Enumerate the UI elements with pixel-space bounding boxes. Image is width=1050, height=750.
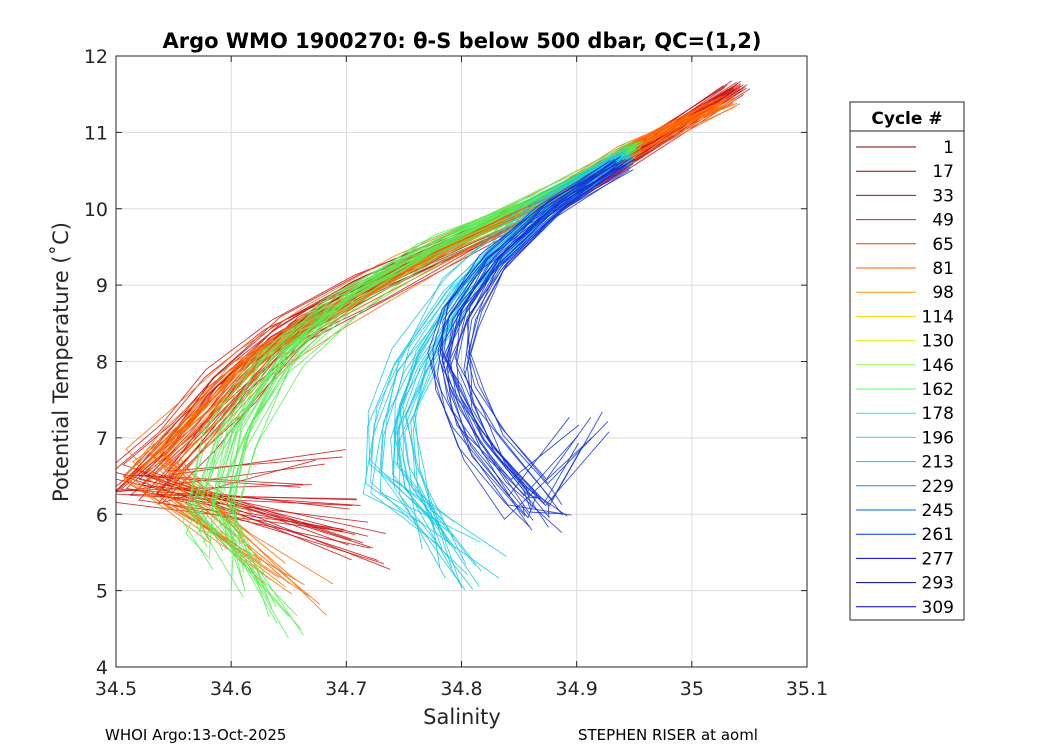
profile-line bbox=[210, 140, 642, 636]
legend: Cycle # 1 17 33 49 65 81 98 114 130 146 162 178 196 2… bbox=[849, 101, 965, 621]
profile-line bbox=[188, 143, 629, 545]
y-tick-label: 9 bbox=[96, 275, 108, 297]
profile-line bbox=[466, 169, 634, 507]
profile-line bbox=[396, 159, 630, 545]
profile-line bbox=[362, 154, 616, 524]
legend-label: 196 bbox=[922, 428, 954, 448]
profile-line bbox=[393, 154, 619, 587]
profile-line bbox=[447, 167, 631, 515]
legend-label: 213 bbox=[922, 453, 954, 473]
profile-line bbox=[211, 146, 629, 624]
x-axis-label: Salinity bbox=[423, 705, 501, 729]
profile-line bbox=[226, 146, 635, 579]
profile-line bbox=[370, 153, 621, 533]
y-tick-label: 4 bbox=[96, 657, 108, 679]
x-tick-label: 34.9 bbox=[556, 678, 598, 700]
profile-line bbox=[439, 162, 617, 534]
profile-line bbox=[455, 165, 627, 504]
chart-title: Argo WMO 1900270: θ-S below 500 dbar, QC… bbox=[163, 29, 762, 53]
x-tick-label: 34.6 bbox=[210, 678, 252, 700]
legend-label: 293 bbox=[922, 574, 954, 594]
legend-label: 1 bbox=[943, 138, 954, 158]
legend-label: 17 bbox=[932, 162, 954, 182]
x-tick-label: 34.8 bbox=[440, 678, 482, 700]
profile-line bbox=[441, 160, 611, 516]
legend-label: 81 bbox=[932, 259, 954, 279]
profile-line bbox=[211, 150, 643, 639]
legend-label: 130 bbox=[922, 332, 954, 352]
y-axis-label: Potential Temperature (˚C) bbox=[49, 222, 73, 502]
profile-line bbox=[402, 154, 626, 550]
profile-line bbox=[365, 153, 613, 579]
legend-label: 162 bbox=[922, 380, 954, 400]
y-tick-label: 7 bbox=[96, 428, 108, 450]
profile-line bbox=[463, 159, 628, 507]
profile-line bbox=[444, 166, 619, 518]
profile-line bbox=[467, 158, 636, 481]
profile-line bbox=[192, 148, 633, 630]
legend-label: 229 bbox=[922, 477, 954, 497]
y-tick-label: 12 bbox=[84, 46, 108, 68]
legend-label: 309 bbox=[922, 598, 954, 618]
profile-line bbox=[379, 153, 623, 543]
footer-right-credit: STEPHEN RISER at aoml bbox=[578, 726, 758, 744]
legend-label: 65 bbox=[932, 235, 954, 255]
ticks: 34.5 34.6 34.7 34.8 34.9 35 35.1 4 5 6 7 8 9 10 11 12 bbox=[84, 46, 828, 700]
profile-line bbox=[427, 160, 616, 521]
profile-line bbox=[432, 162, 609, 519]
legend-label: 261 bbox=[922, 525, 954, 545]
profile-line bbox=[464, 169, 630, 519]
profile-line bbox=[439, 158, 616, 517]
profile-line bbox=[437, 160, 618, 481]
profile-line bbox=[442, 163, 612, 497]
data-layer bbox=[116, 80, 751, 639]
x-tick-label: 34.7 bbox=[325, 678, 367, 700]
legend-title: Cycle # bbox=[871, 109, 942, 129]
x-tick-label: 35 bbox=[680, 678, 704, 700]
y-tick-label: 5 bbox=[96, 581, 108, 603]
legend-label: 146 bbox=[922, 356, 954, 376]
x-tick-label: 34.5 bbox=[95, 678, 137, 700]
legend-label: 245 bbox=[922, 501, 954, 521]
legend-label: 178 bbox=[922, 404, 954, 424]
legend-entries: 1 17 33 49 65 81 98 114 130 146 162 178 196 213 229 245… bbox=[856, 138, 954, 618]
x-tick-label: 35.1 bbox=[786, 678, 828, 700]
profile-line bbox=[429, 163, 617, 528]
legend-label: 49 bbox=[932, 211, 954, 231]
profile-line bbox=[194, 144, 637, 617]
series-layer bbox=[116, 80, 751, 639]
y-tick-label: 6 bbox=[96, 504, 108, 526]
y-tick-label: 10 bbox=[84, 199, 108, 221]
legend-box bbox=[849, 101, 965, 621]
legend-label: 33 bbox=[932, 186, 954, 206]
profile-line bbox=[367, 152, 621, 537]
footer-left-credit: WHOI Argo:13-Oct-2025 bbox=[105, 726, 287, 744]
legend-label: 114 bbox=[922, 307, 954, 327]
profile-line bbox=[470, 161, 631, 506]
legend-label: 277 bbox=[922, 549, 954, 569]
legend-label: 98 bbox=[932, 283, 954, 303]
y-tick-label: 11 bbox=[84, 122, 108, 144]
y-tick-label: 8 bbox=[96, 352, 108, 374]
